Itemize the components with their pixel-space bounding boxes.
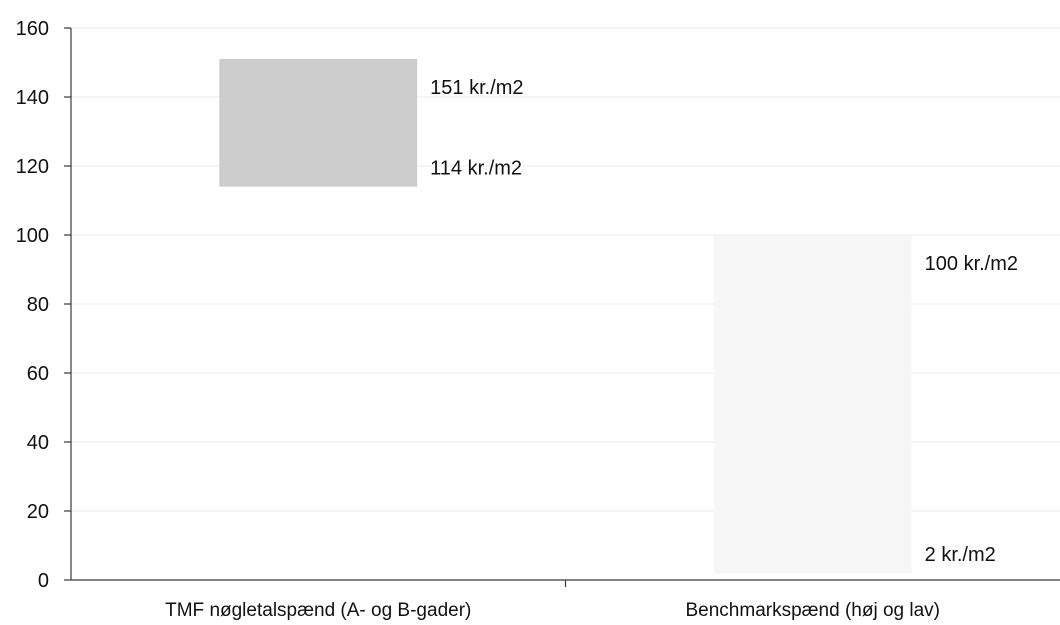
range-bars	[219, 59, 912, 574]
y-tick-label: 20	[27, 501, 49, 523]
range-bar	[713, 235, 912, 574]
data-label-low: 2 kr./m2	[925, 544, 996, 566]
data-label-high: 151 kr./m2	[430, 77, 523, 99]
x-category-label: TMF nøgletalspænd (A- og B-gader)	[165, 600, 471, 621]
y-tick-label: 100	[16, 225, 49, 247]
y-tick-label: 120	[16, 156, 49, 178]
x-axis-categories: TMF nøgletalspænd (A- og B-gader) Benchma…	[165, 600, 940, 621]
y-tick-label: 140	[16, 87, 49, 109]
range-bar	[219, 59, 418, 187]
data-labels: 151 kr./m2 114 kr./m2 100 kr./m2 2 kr./m2	[430, 77, 1018, 566]
y-tick-label: 80	[27, 294, 49, 316]
data-label-high: 100 kr./m2	[925, 253, 1018, 275]
y-tick-label: 60	[27, 363, 49, 385]
x-category-label: Benchmarkspænd (høj og lav)	[686, 600, 941, 621]
y-axis-ticks: 0 20 40 60 80 100 120 140 160	[16, 18, 567, 592]
data-label-low: 114 kr./m2	[430, 158, 522, 180]
y-tick-label: 40	[27, 432, 49, 454]
y-tick-label: 160	[16, 18, 49, 40]
y-tick-label: 0	[38, 570, 49, 592]
